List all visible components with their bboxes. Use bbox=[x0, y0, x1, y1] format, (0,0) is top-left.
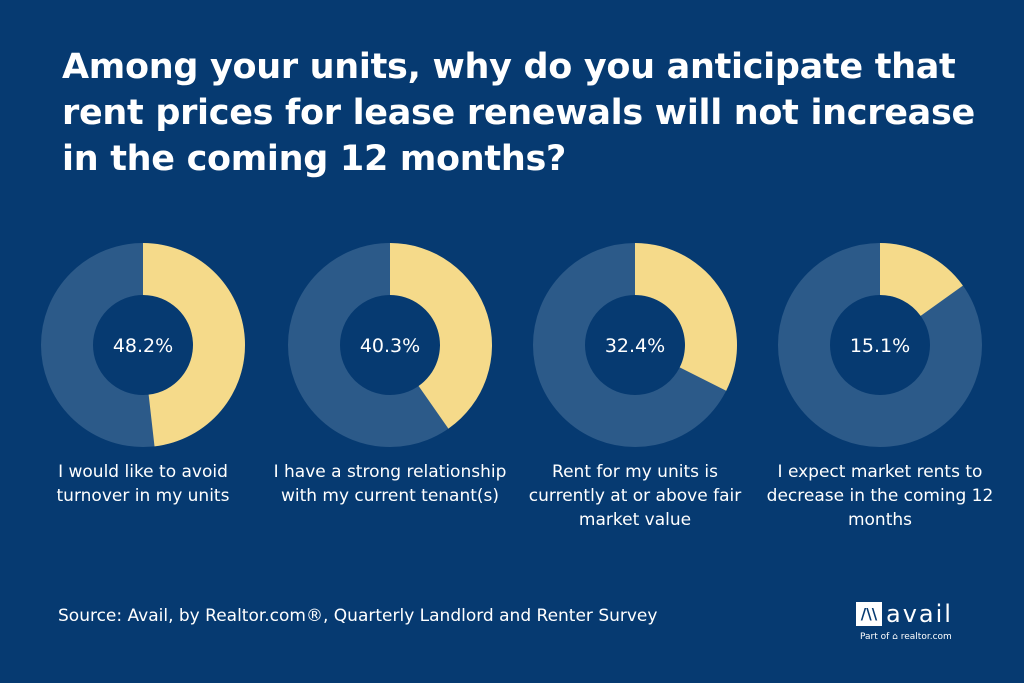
avail-logo: /\\ avail Part of ⌂ realtor.com bbox=[856, 600, 971, 642]
donut-slice-1 bbox=[143, 243, 246, 447]
donut-value-label-4: 15.1% bbox=[850, 335, 910, 357]
donut-value-label-2: 40.3% bbox=[360, 335, 420, 357]
source-note: Source: Avail, by Realtor.com®, Quarterl… bbox=[58, 606, 658, 626]
avail-logo-mark-icon: /\\ bbox=[856, 602, 882, 626]
donut-label-3: Rent for my units is currently at or abo… bbox=[528, 462, 742, 530]
donut-slice-2 bbox=[390, 243, 492, 429]
donut-label-2: I have a strong relationship with my cur… bbox=[273, 462, 507, 506]
avail-wordmark: avail bbox=[886, 600, 953, 628]
chart-title: Among your units, why do you anticipate … bbox=[62, 47, 975, 179]
donut-label-1: I would like to avoid turnover in my uni… bbox=[56, 462, 230, 506]
donut-value-label-1: 48.2% bbox=[113, 335, 173, 357]
donut-slice-4 bbox=[880, 243, 963, 316]
donut-label-4: I expect market rents to decrease in the… bbox=[766, 462, 994, 530]
donut-value-label-3: 32.4% bbox=[605, 335, 665, 357]
donut-slice-3 bbox=[635, 243, 737, 391]
realtor-part-of: Part of ⌂ realtor.com bbox=[860, 632, 952, 642]
